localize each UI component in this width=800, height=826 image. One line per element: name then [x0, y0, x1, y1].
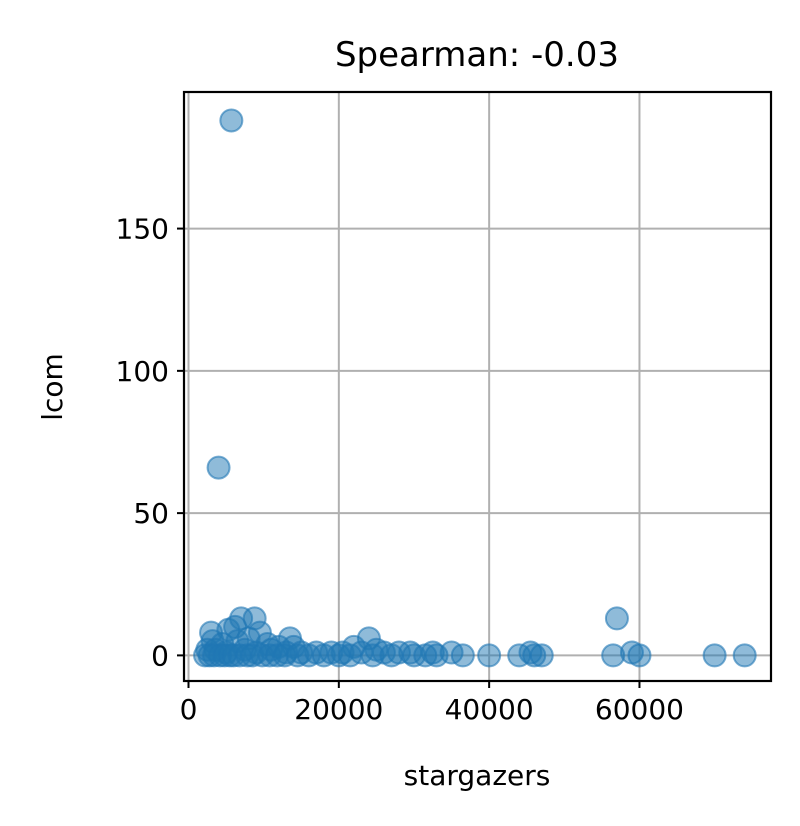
- x-axis: 0 20000 40000 60000: [180, 681, 684, 726]
- grid-lines: [184, 92, 771, 681]
- x-axis-label: stargazers: [404, 759, 551, 792]
- y-tick-label: 100: [116, 355, 169, 388]
- data-point: [477, 643, 502, 668]
- x-tick-label: 60000: [595, 693, 684, 726]
- data-point: [627, 643, 652, 668]
- data-point: [702, 643, 727, 668]
- y-tick-label: 0: [151, 639, 169, 672]
- data-points: [193, 108, 757, 668]
- x-tick-label: 40000: [445, 693, 534, 726]
- y-tick-label: 50: [133, 497, 169, 530]
- plot-frame: [182, 90, 773, 683]
- data-point: [604, 606, 629, 631]
- data-point: [424, 643, 449, 668]
- chart-title: Spearman: -0.03: [335, 35, 619, 75]
- data-point: [529, 643, 554, 668]
- data-point: [206, 455, 231, 480]
- x-tick-label: 0: [180, 693, 198, 726]
- data-point: [379, 643, 404, 668]
- data-point: [338, 643, 363, 668]
- y-axis: 0 50 100 150: [116, 213, 184, 672]
- data-point: [450, 643, 475, 668]
- data-point: [601, 643, 626, 668]
- data-point: [219, 108, 244, 133]
- data-point: [732, 643, 757, 668]
- y-axis-label: lcom: [36, 353, 69, 421]
- y-tick-label: 150: [116, 213, 169, 246]
- x-tick-label: 20000: [294, 693, 383, 726]
